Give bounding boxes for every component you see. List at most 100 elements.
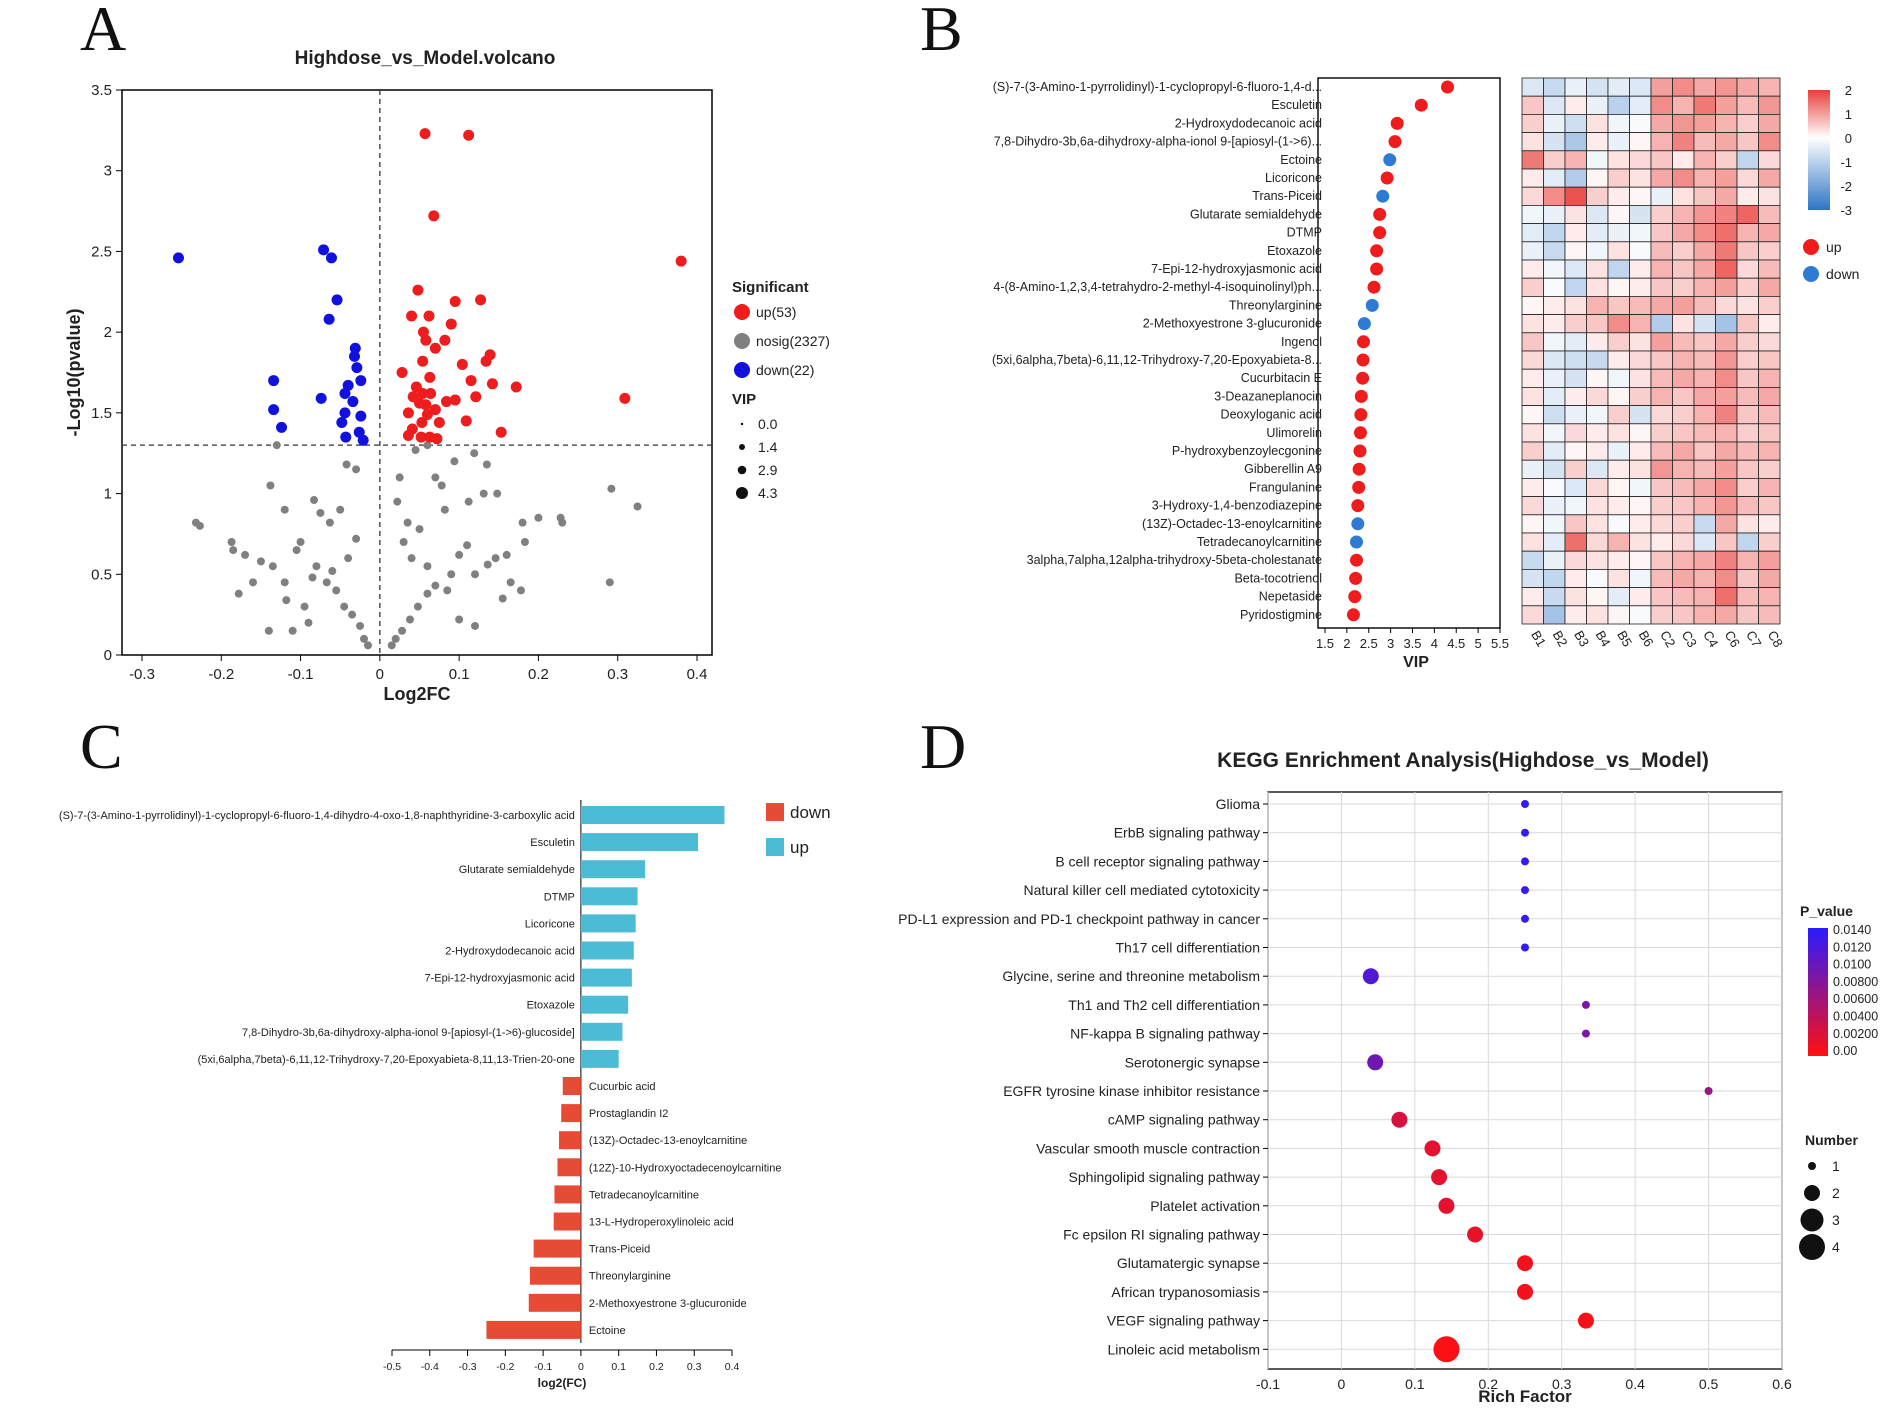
- x-tick-label: 0.4: [687, 666, 708, 683]
- nosig-point: [470, 449, 479, 458]
- heatmap-cell: [1693, 95, 1716, 115]
- heatmap-cell: [1564, 204, 1587, 224]
- heatmap-cell: [1693, 314, 1716, 334]
- heatmap-cell: [1629, 496, 1652, 516]
- nosig-point: [280, 505, 289, 514]
- heatmap-cell: [1758, 587, 1781, 607]
- sample-label: B1: [1528, 628, 1549, 649]
- down-point: [268, 375, 280, 387]
- heatmap-cell: [1521, 423, 1544, 443]
- nosig-point: [399, 538, 408, 546]
- heatmap-cell: [1586, 605, 1609, 625]
- kegg-plot-frame: [1267, 791, 1783, 1370]
- heatmap-cell: [1650, 332, 1673, 352]
- heatmap-cell: [1736, 423, 1759, 443]
- heatmap-cell: [1521, 386, 1544, 406]
- heatmap-cell: [1629, 223, 1652, 243]
- heatmap-cell: [1564, 496, 1587, 516]
- heatmap-cell: [1586, 314, 1609, 334]
- nosig-point: [450, 457, 459, 466]
- panel-b-heatmap: B1 B2 B3 B4 B5 B6 C2 C3 C4 C6 C7 C8 2 1 0 -1 -2 -3: [1521, 77, 1852, 650]
- heatmap-cell: [1693, 295, 1716, 315]
- metabolite-label: (S)-7-(3-Amino-1-pyrrolidinyl)-1-cyclopr…: [993, 80, 1322, 94]
- heatmap-cell: [1736, 550, 1759, 570]
- heatmap-cell: [1693, 514, 1716, 534]
- number-size-marker: [1800, 1208, 1824, 1232]
- fc-bar-label: Tetradecanoylcarnitine: [589, 1189, 699, 1201]
- pvalue-tick-label: 0.0140: [1833, 923, 1871, 937]
- metabolite-label: Glutarate semialdehyde: [1190, 207, 1322, 221]
- heatmap-cell: [1693, 186, 1716, 206]
- vip-point-up: [1370, 262, 1384, 276]
- vip-x-tick-label: 4.5: [1447, 636, 1465, 651]
- vip-size-marker: [739, 444, 745, 450]
- nosig-point: [296, 538, 305, 546]
- nosig-point: [229, 546, 238, 555]
- nosig-point: [471, 570, 479, 579]
- heatmap-cell: [1693, 386, 1716, 406]
- fc-bar-label: (5xi,6alpha,7beta)-6,11,12-Trihydroxy-7,…: [198, 1054, 575, 1066]
- nosig-point: [423, 562, 432, 571]
- heatmap-cell: [1586, 241, 1609, 261]
- nosig-point: [455, 550, 464, 559]
- heatmap-cell: [1586, 295, 1609, 315]
- heatmap-cell: [1586, 423, 1609, 443]
- heatmap-cell: [1521, 459, 1544, 479]
- pathway-label: Platelet activation: [1150, 1198, 1260, 1214]
- pathway-label: NF-kappa B signaling pathway: [1070, 1026, 1260, 1042]
- vip-size-marker: [736, 487, 748, 499]
- pathway-label: Glioma: [1216, 796, 1261, 812]
- metabolite-label: P-hydroxybenzoylecgonine: [1172, 444, 1322, 458]
- panel-letter-d: D: [920, 711, 966, 782]
- heatmap-cell: [1543, 241, 1566, 261]
- heatmap-cell: [1564, 114, 1587, 134]
- legend-marker: [734, 333, 750, 349]
- up-point: [421, 408, 433, 420]
- x-tick-label: 0.1: [449, 666, 470, 683]
- fc-bar-label: Prostaglandin I2: [589, 1108, 669, 1120]
- vip-x-tick-label: 3: [1387, 636, 1394, 651]
- sample-label: C4: [1700, 628, 1721, 650]
- up-bar: [580, 860, 646, 879]
- nosig-point: [491, 554, 500, 563]
- heatmap-cell: [1543, 386, 1566, 406]
- vip-point-down: [1350, 535, 1363, 549]
- enrichment-point: [1521, 828, 1529, 837]
- heatmap-cell: [1564, 241, 1587, 261]
- heatmap-cell: [1607, 95, 1630, 115]
- heatmap-cell: [1693, 423, 1716, 443]
- heatmap-cell: [1521, 295, 1544, 315]
- up-point: [456, 358, 468, 370]
- nosig-point: [328, 567, 337, 576]
- heatmap-cell: [1564, 168, 1587, 188]
- heatmap-cell: [1715, 204, 1738, 224]
- heatmap-cell: [1758, 350, 1781, 370]
- pathway-label: ErbB signaling pathway: [1114, 825, 1260, 841]
- heatmap-cell: [1650, 95, 1673, 115]
- heatmap-cell: [1736, 186, 1759, 206]
- heatmap-cell: [1650, 532, 1673, 552]
- heatmap-cell: [1672, 550, 1695, 570]
- heatmap-cell: [1521, 150, 1544, 170]
- volcano-plot-frame: [121, 89, 713, 656]
- vip-point-up: [1390, 116, 1404, 130]
- y-tick-label: 1.5: [91, 405, 112, 422]
- down-point: [331, 294, 343, 306]
- heatmap-cell: [1607, 496, 1630, 516]
- vip-x-tick-label: 1.5: [1316, 636, 1334, 651]
- heatmap-cell: [1693, 223, 1716, 243]
- heatmap-cell: [1607, 532, 1630, 552]
- nosig-point: [288, 626, 297, 635]
- nosig-point: [437, 481, 446, 490]
- nosig-point: [407, 554, 416, 563]
- x-tick-label: 0.3: [607, 666, 628, 683]
- heatmap-cell: [1586, 550, 1609, 570]
- enrichment-point: [1367, 1054, 1384, 1071]
- nosig-point: [471, 621, 479, 630]
- heatmap-cell: [1693, 259, 1716, 279]
- vip-x-tick-label: 3.5: [1403, 636, 1421, 651]
- nosig-point: [482, 460, 491, 469]
- heatmap-cell: [1564, 314, 1587, 334]
- heatmap-cell: [1758, 277, 1781, 297]
- metabolite-label: 2-Hydroxydodecanoic acid: [1175, 116, 1322, 130]
